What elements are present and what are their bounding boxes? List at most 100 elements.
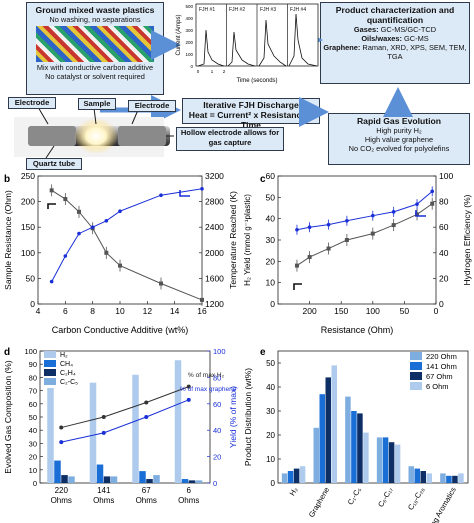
panel-c-letter: c: [260, 174, 266, 185]
panel-c-h2-yield-point: [294, 263, 299, 268]
panel-c-efficiency-point: [295, 227, 299, 232]
panel-b-ytick-label: 250: [21, 171, 35, 181]
panel-e-bar: [458, 473, 464, 483]
fjh-ytick-200: 200: [185, 40, 193, 45]
panel-e-bar: [382, 437, 389, 483]
panel-b-xtick-label: 10: [115, 306, 125, 316]
panel-d-ytick-label: 0: [33, 479, 37, 488]
quartz-tube-body: [28, 126, 170, 146]
panel-b-resistance-point: [63, 197, 68, 202]
panel-d-ytick-label: 30: [29, 439, 37, 448]
panel-d-bar: [103, 476, 111, 483]
panel-b-ytick-right-label: 2800: [205, 197, 224, 207]
panel-e-bar: [351, 411, 357, 483]
panel-d-chart: d Evolved Gas Composition (%) Yield (% o…: [3, 347, 238, 505]
panel-c-efficiency-point: [415, 202, 419, 206]
panel-e-bar: [287, 471, 294, 483]
panel-c-h2-yield-point: [430, 201, 435, 206]
panel-c-ytick-label: 0: [270, 299, 275, 309]
panel-d-bar: [195, 480, 203, 483]
panel-c-ytick-label: 10: [266, 278, 276, 288]
panel-b-ytick-right-label: 1600: [205, 273, 224, 283]
panel-e-ytick-label: 20: [266, 431, 275, 440]
panel-c-efficiency-point: [345, 219, 349, 223]
panel-d-legend-swatch: [44, 378, 56, 385]
feedstock-line2: Mix with conductive carbon additive: [36, 63, 154, 72]
panel-c-ytick-label: 30: [266, 235, 276, 245]
quartz-tube-text: Quartz tube: [32, 159, 76, 168]
panel-e-bar: [345, 396, 351, 483]
panel-b-xlabel: Carbon Conductive Additive (wt%): [52, 325, 189, 335]
evolution-line2: High value graphene: [364, 135, 434, 144]
panel-e-legend-label: 141 Ohm: [426, 362, 457, 371]
panel-d-yield-point: [59, 440, 64, 445]
panel-c-ytick-right-label: 40: [439, 248, 449, 258]
panel-b-chart: b Carbon Conductive Additive (wt%) Sampl…: [3, 171, 238, 335]
panel-b-ytick-label: 100: [21, 248, 35, 258]
panel-c-h2-yield-point: [370, 231, 375, 236]
panel-d-yield-point: [144, 415, 149, 419]
panel-d-xtick-unit: Ohms: [178, 496, 199, 505]
fjh-trace-4: [288, 13, 318, 67]
panel-e-ytick-label: 40: [266, 383, 275, 392]
panel-d-ytick-label: 90: [29, 360, 37, 369]
panel-e-bar: [446, 475, 452, 483]
left-electrode: [28, 126, 76, 146]
panel-d-legend-label: C₂H₄: [60, 370, 76, 377]
feedstock-box: Ground mixed waste plastics No washing, …: [26, 2, 164, 95]
panel-c-xtick-label: 150: [334, 306, 348, 316]
panel-d-bar: [110, 476, 118, 483]
panel-d-xtick-unit: Ohms: [136, 496, 157, 505]
panel-b-temperature-point: [63, 254, 68, 258]
panel-c-efficiency-point: [391, 210, 396, 214]
panel-c-xtick-label: 100: [366, 306, 380, 316]
panel-d-ylabel-left: Evolved Gas Composition (%): [3, 360, 13, 474]
fjh-ytick-300: 300: [185, 28, 193, 33]
panel-d-ytick-right-label: 20: [213, 453, 221, 462]
panel-d-yield-point: [101, 430, 106, 435]
discharge-formula: Heat = Current² x Resistance x Time: [188, 110, 314, 130]
panel-e-bar: [281, 473, 288, 483]
panel-d-xtick-label: 141: [97, 486, 111, 495]
panel-e-frame: [277, 350, 469, 484]
panel-c-h2-yield-point: [326, 246, 331, 251]
panel-c-h2-yield-point: [307, 255, 312, 260]
panel-c-chart: c Resistance (Ohm) H₂ Yield (mmol g⁻¹pla…: [243, 171, 472, 335]
oils-label: Oils/waxes:: [361, 34, 402, 43]
panel-b-xtick-label: 14: [170, 306, 180, 316]
panel-e-legend-label: 6 Ohm: [426, 382, 449, 391]
fjh-panel-4: FJH #4: [290, 7, 306, 13]
hollow-electrode-text: Hollow electrode allows for gas capture: [180, 128, 280, 147]
panel-b-left-axis-indicator: [47, 203, 56, 209]
panel-e-letter: e: [260, 347, 266, 358]
panel-e-bar: [319, 394, 325, 483]
panel-c-efficiency-line: [296, 190, 433, 231]
panel-b-resistance-line: [51, 189, 203, 301]
panel-b-xtick-label: 8: [90, 306, 95, 316]
panel-e-chart: e Product Distribution (wt%) 0 10 20 30 40 50…: [243, 347, 469, 523]
panel-b-resistance-point: [200, 297, 204, 302]
fjh-trace-3: [258, 19, 287, 67]
discharge-title: Iterative FJH Discharge: [203, 100, 299, 110]
panel-d-yield-point: [101, 415, 106, 419]
panel-d-legend-swatch: [44, 351, 56, 358]
evolution-title: Rapid Gas Evolution: [356, 116, 442, 126]
panel-e-xtick-label: C₆-C₁₇: [376, 485, 395, 508]
panel-d-bar: [68, 476, 75, 483]
panel-b-temperature-point: [49, 279, 54, 284]
label-electrode-left: Electrode: [8, 97, 56, 109]
panel-c-h2-yield-line: [296, 203, 433, 267]
panel-b-xtick-label: 4: [36, 306, 41, 316]
panel-c-xtick-label: 200: [303, 306, 317, 316]
panel-e-bar: [440, 473, 446, 483]
panel-b-temperature-point: [90, 225, 95, 229]
panel-e-bar: [414, 468, 420, 483]
electrode-left-text: Electrode: [14, 98, 50, 107]
panel-e-ylabel: Product Distribution (wt%): [243, 368, 253, 466]
panel-b-ytick-right-label: 1200: [205, 299, 224, 309]
panel-e-xtick-label: H₂: [288, 485, 300, 497]
panel-c-efficiency-point: [326, 222, 331, 227]
panel-b-right-axis-indicator: [179, 190, 190, 197]
panel-c-left-axis-indicator: [293, 283, 302, 290]
panel-e-legend-swatch: [410, 372, 422, 380]
